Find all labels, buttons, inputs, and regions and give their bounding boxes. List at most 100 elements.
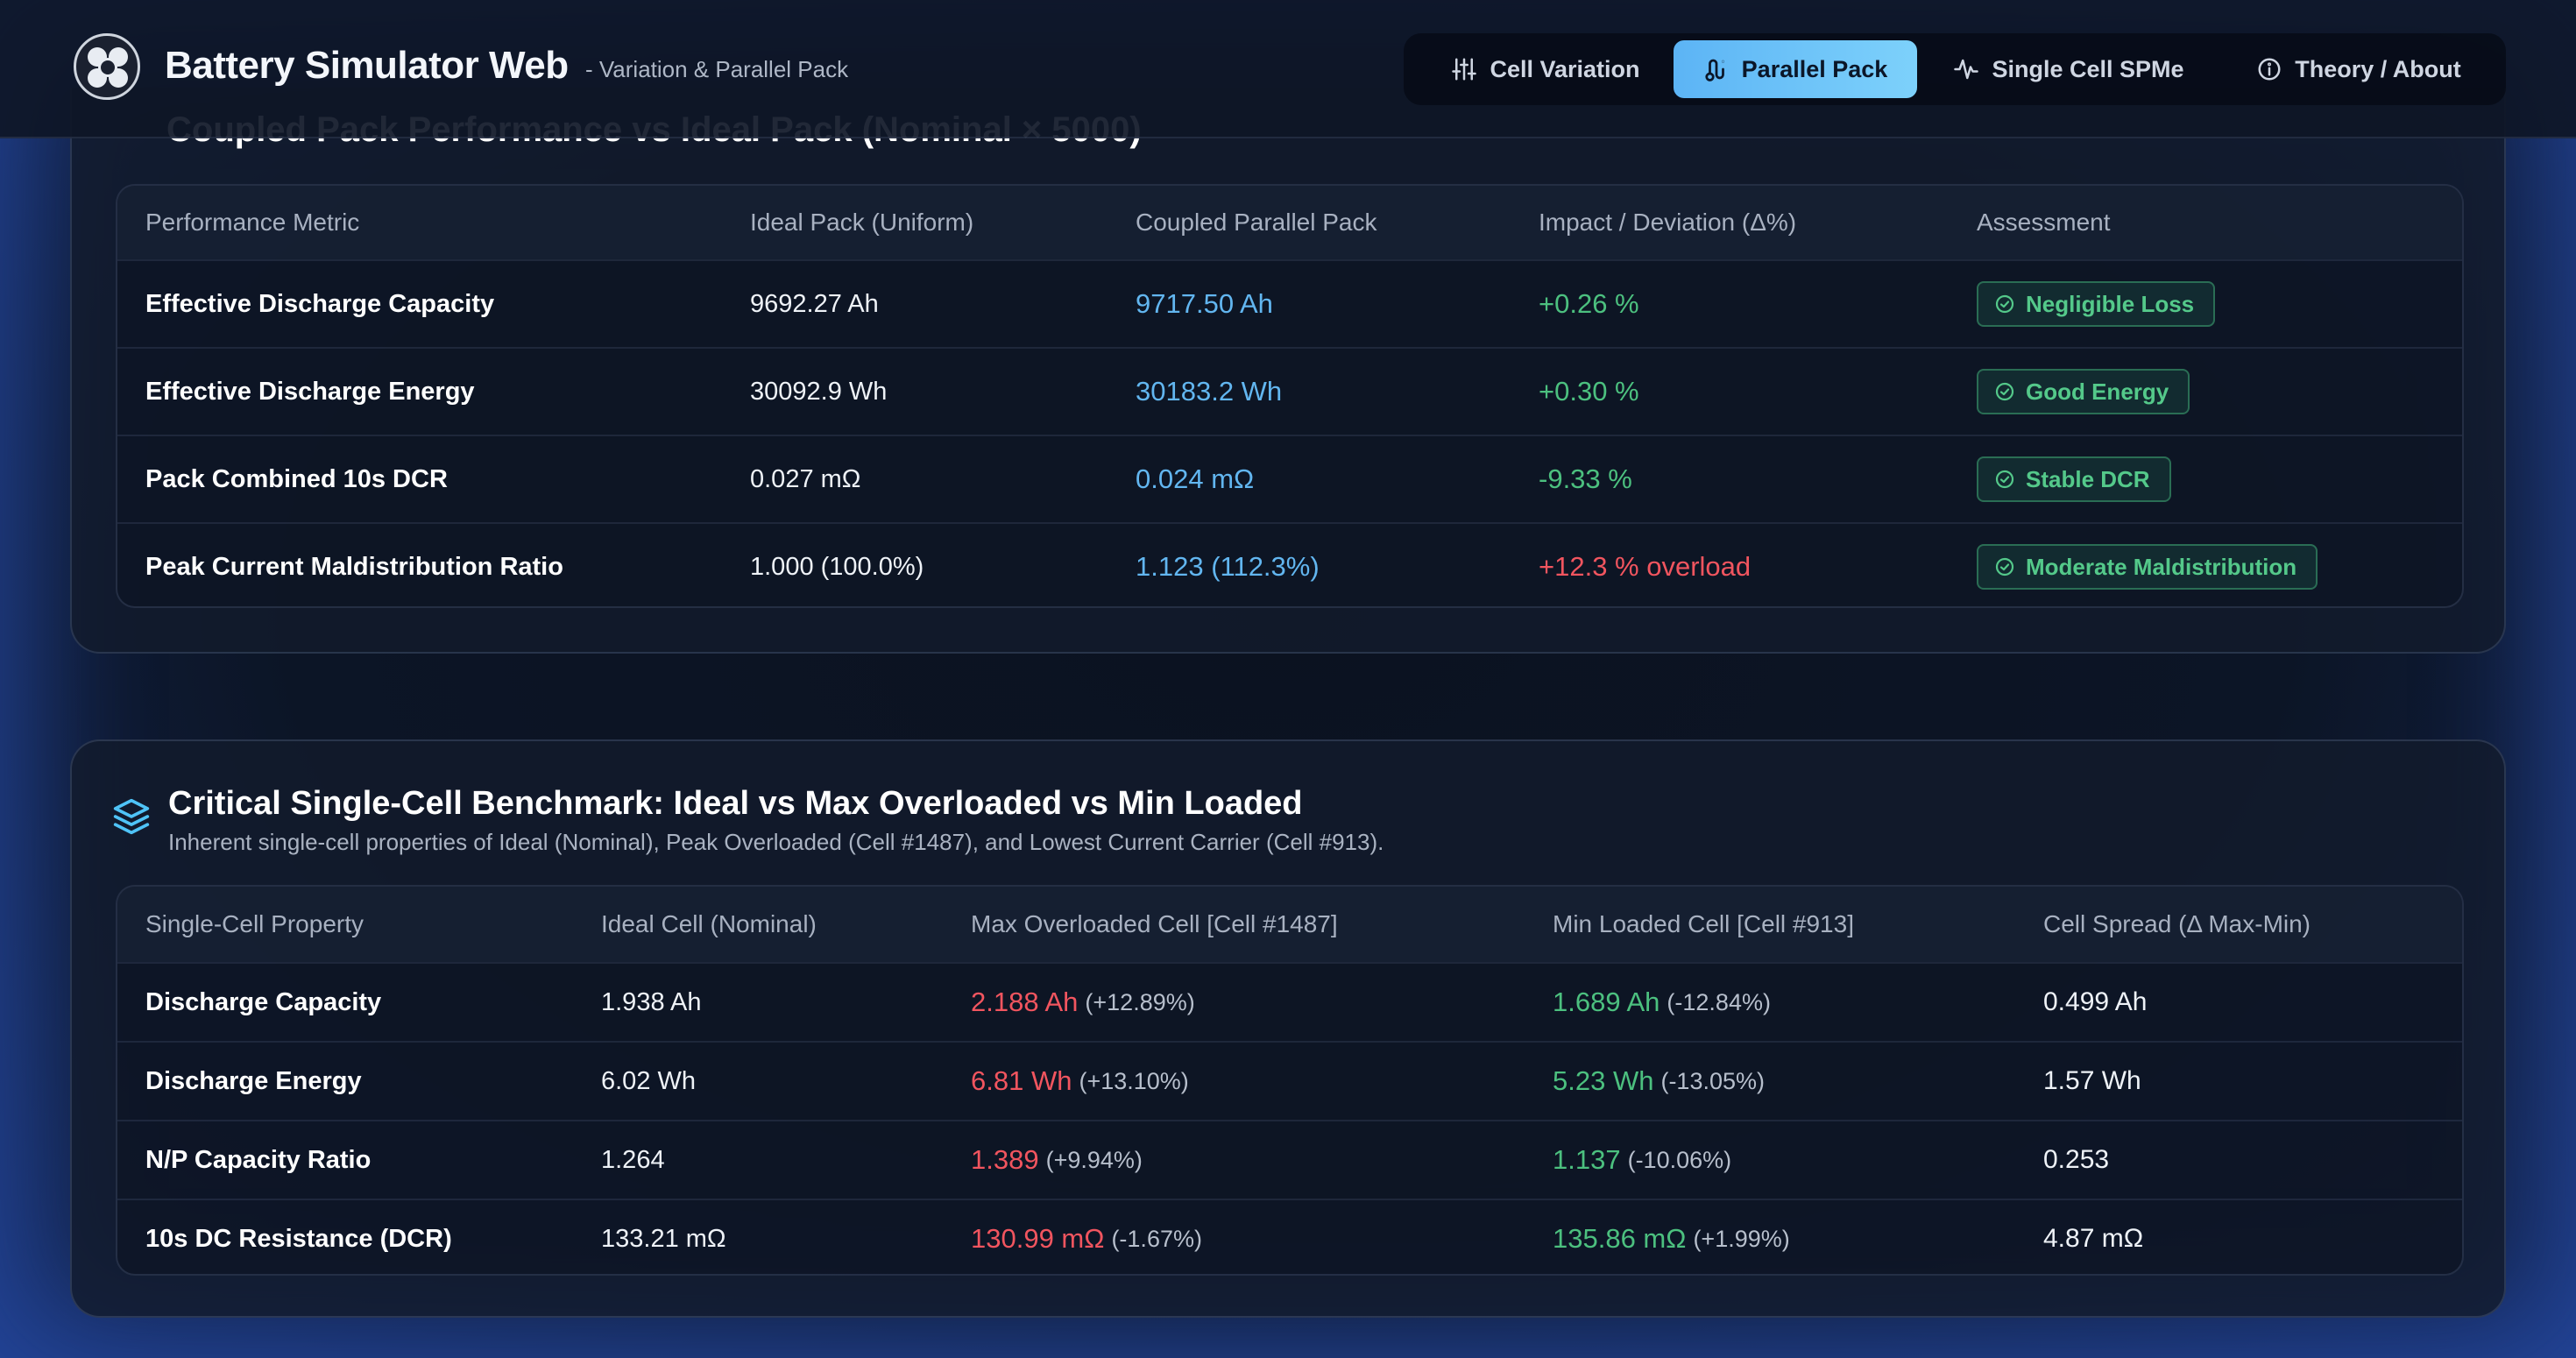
activity-icon xyxy=(1954,59,1979,80)
max-value: 2.188 Ah xyxy=(971,987,1079,1017)
spread-value: 1.57 Wh xyxy=(2043,1066,2141,1095)
tab-label: Single Cell SPMe xyxy=(1992,55,2184,82)
pack-performance-card: Performance Metric Ideal Pack (Uniform) … xyxy=(70,88,2506,654)
max-pct: (-1.67%) xyxy=(1111,1225,1202,1252)
tab-single-cell-spme[interactable]: Single Cell SPMe xyxy=(1924,40,2213,98)
table-row: Discharge Capacity 1.938 Ah 2.188 Ah (+12… xyxy=(117,962,2462,1041)
table-row: 10s DC Resistance (DCR) 133.21 mΩ 130.99… xyxy=(117,1199,2462,1274)
route-icon xyxy=(1705,59,1724,81)
ideal-value: 133.21 mΩ xyxy=(601,1224,726,1253)
impact-value: +0.26 % xyxy=(1539,288,1639,319)
ideal-value: 6.02 Wh xyxy=(601,1066,696,1095)
min-pct: (-10.06%) xyxy=(1627,1146,1732,1173)
app-logo xyxy=(74,33,140,100)
ideal-value: 0.027 mΩ xyxy=(750,464,861,493)
table-row: Discharge Energy 6.02 Wh 6.81 Wh (+13.10%… xyxy=(117,1041,2462,1120)
assessment-label: Good Energy xyxy=(2026,378,2169,405)
app-title: Battery Simulator Web xyxy=(165,44,569,87)
tab-parallel-pack[interactable]: Parallel Pack xyxy=(1674,40,1917,98)
tab-label: Cell Variation xyxy=(1490,55,1640,82)
spread-value: 0.499 Ah xyxy=(2043,987,2148,1016)
coupled-value: 1.123 (112.3%) xyxy=(1136,551,1320,582)
tab-label: Parallel Pack xyxy=(1741,55,1888,82)
check-circle-icon xyxy=(1995,382,2014,401)
assessment-badge: Negligible Loss xyxy=(1977,281,2216,327)
property-label: N/P Capacity Ratio xyxy=(145,1145,372,1174)
single-cell-benchmark-card: Critical Single-Cell Benchmark: Ideal vs… xyxy=(70,739,2506,1318)
pack-performance-table: Performance Metric Ideal Pack (Uniform) … xyxy=(116,184,2464,608)
min-pct: (-13.05%) xyxy=(1660,1067,1765,1094)
coupled-value: 30183.2 Wh xyxy=(1136,376,1283,407)
table-header: Performance Metric Ideal Pack (Uniform) … xyxy=(117,186,2462,259)
info-icon xyxy=(2258,58,2281,81)
metric-label: Peak Current Maldistribution Ratio xyxy=(145,552,563,581)
impact-value: +12.3 % overload xyxy=(1539,551,1752,582)
table-row: Effective Discharge Energy 30092.9 Wh 30… xyxy=(117,347,2462,435)
min-value: 5.23 Wh xyxy=(1553,1065,1654,1096)
main-nav: Cell Variation Parallel Pack Single Cell… xyxy=(1404,33,2506,105)
max-value: 6.81 Wh xyxy=(971,1065,1072,1096)
assessment-label: Negligible Loss xyxy=(2026,290,2195,317)
coupled-value: 0.024 mΩ xyxy=(1136,463,1255,494)
table-row: Peak Current Maldistribution Ratio 1.000… xyxy=(117,522,2462,606)
column-header: Single-Cell Property xyxy=(145,910,364,937)
max-pct: (+13.10%) xyxy=(1079,1067,1189,1094)
assessment-label: Moderate Maldistribution xyxy=(2026,553,2297,580)
table-row: Pack Combined 10s DCR 0.027 mΩ 0.024 mΩ … xyxy=(117,435,2462,522)
min-pct: (-12.84%) xyxy=(1667,988,1771,1015)
sliders-icon xyxy=(1452,58,1477,81)
app-subtitle: - Variation & Parallel Pack xyxy=(585,56,849,82)
tab-label: Theory / About xyxy=(2295,55,2461,82)
benchmark-subtitle: Inherent single-cell properties of Ideal… xyxy=(168,829,1384,855)
max-pct: (+12.89%) xyxy=(1085,988,1195,1015)
table-row: N/P Capacity Ratio 1.264 1.389 (+9.94%) 1… xyxy=(117,1120,2462,1199)
column-header: Cell Spread (Δ Max-Min) xyxy=(2043,910,2311,937)
impact-value: -9.33 % xyxy=(1539,463,1632,494)
layers-icon xyxy=(113,798,150,835)
tab-cell-variation[interactable]: Cell Variation xyxy=(1421,40,1670,98)
assessment-badge: Moderate Maldistribution xyxy=(1977,544,2318,590)
table-row: Effective Discharge Capacity 9692.27 Ah … xyxy=(117,259,2462,347)
table-header: Single-Cell Property Ideal Cell (Nominal… xyxy=(117,887,2462,962)
assessment-label: Stable DCR xyxy=(2026,465,2150,492)
ideal-value: 1.264 xyxy=(601,1145,665,1174)
min-value: 1.137 xyxy=(1553,1144,1621,1175)
spread-value: 0.253 xyxy=(2043,1145,2110,1174)
max-value: 1.389 xyxy=(971,1144,1039,1175)
ideal-value: 9692.27 Ah xyxy=(750,289,879,318)
coupled-value: 9717.50 Ah xyxy=(1136,288,1273,319)
check-circle-icon xyxy=(1995,294,2014,314)
spread-value: 4.87 mΩ xyxy=(2043,1224,2144,1253)
column-header: Assessment xyxy=(1977,209,2111,236)
tab-theory-about[interactable]: Theory / About xyxy=(2224,40,2494,98)
assessment-badge: Stable DCR xyxy=(1977,456,2171,502)
benchmark-title: Critical Single-Cell Benchmark: Ideal vs… xyxy=(168,785,1303,822)
check-circle-icon xyxy=(1995,557,2014,576)
min-pct: (+1.99%) xyxy=(1693,1225,1790,1252)
assessment-badge: Good Energy xyxy=(1977,369,2190,414)
column-header: Impact / Deviation (Δ%) xyxy=(1539,209,1797,236)
column-header: Ideal Pack (Uniform) xyxy=(750,209,974,236)
min-value: 135.86 mΩ xyxy=(1553,1223,1687,1254)
min-value: 1.689 Ah xyxy=(1553,987,1660,1017)
ideal-value: 1.938 Ah xyxy=(601,987,702,1016)
metric-label: Effective Discharge Energy xyxy=(145,377,475,406)
ideal-value: 1.000 (100.0%) xyxy=(750,552,924,581)
property-label: 10s DC Resistance (DCR) xyxy=(145,1224,452,1253)
max-pct: (+9.94%) xyxy=(1045,1146,1143,1173)
max-value: 130.99 mΩ xyxy=(971,1223,1105,1254)
metric-label: Effective Discharge Capacity xyxy=(145,289,495,318)
column-header: Performance Metric xyxy=(145,209,360,236)
ideal-value: 30092.9 Wh xyxy=(750,377,888,406)
column-header: Min Loaded Cell [Cell #913] xyxy=(1553,910,1854,937)
property-label: Discharge Capacity xyxy=(145,987,382,1016)
column-header: Max Overloaded Cell [Cell #1487] xyxy=(971,910,1338,937)
property-label: Discharge Energy xyxy=(145,1066,362,1095)
check-circle-icon xyxy=(1995,470,2014,489)
app-header: Battery Simulator Web - Variation & Para… xyxy=(0,0,2576,138)
impact-value: +0.30 % xyxy=(1539,376,1639,407)
column-header: Ideal Cell (Nominal) xyxy=(601,910,817,937)
metric-label: Pack Combined 10s DCR xyxy=(145,464,448,493)
single-cell-table: Single-Cell Property Ideal Cell (Nominal… xyxy=(116,885,2464,1276)
column-header: Coupled Parallel Pack xyxy=(1136,209,1377,236)
